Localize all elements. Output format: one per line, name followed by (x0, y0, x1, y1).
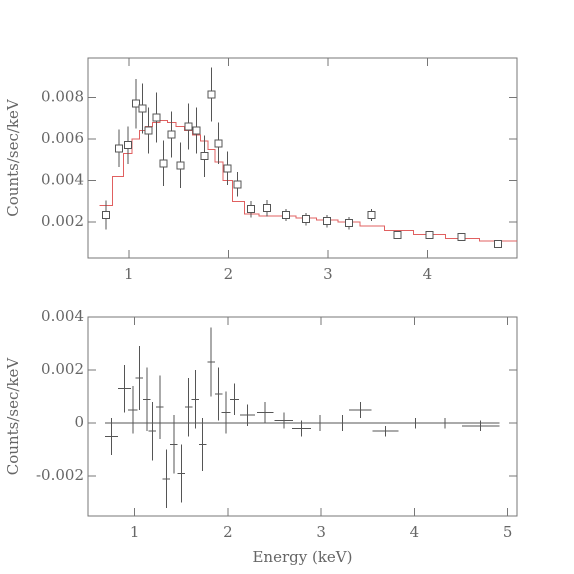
data-point (184, 122, 193, 131)
data-point (123, 141, 132, 150)
data-point (159, 159, 168, 168)
data-point (457, 233, 466, 242)
x-tick-label: 5 (503, 523, 513, 541)
data-point (192, 126, 201, 135)
x-tick-label: 4 (423, 265, 433, 283)
data-point (344, 219, 353, 228)
x-tick-label: 1 (130, 523, 140, 541)
y-tick-label: 0.004 (41, 171, 84, 189)
data-point (393, 230, 402, 239)
data-point (101, 211, 110, 220)
y-tick-label: 0 (74, 413, 84, 431)
data-point (214, 139, 223, 148)
x-tick-label: 1 (124, 265, 134, 283)
data-point (200, 152, 209, 161)
data-point (144, 126, 153, 135)
data-point (114, 144, 123, 153)
data-point (176, 161, 185, 170)
y-tick-label: 0.002 (41, 360, 84, 378)
data-point (301, 215, 310, 224)
x-tick-label: 4 (410, 523, 420, 541)
data-point (247, 205, 256, 214)
y-tick-label: -0.002 (36, 466, 84, 484)
plot-frame (87, 57, 518, 259)
x-tick-label: 2 (223, 523, 233, 541)
y-axis-label: Counts/sec/keV (4, 98, 22, 217)
data-point (494, 240, 503, 249)
data-point (152, 113, 161, 122)
data-point (263, 204, 272, 213)
plot-frame (87, 316, 518, 517)
data-point (223, 164, 232, 173)
data-point (138, 104, 147, 113)
data-point (131, 99, 140, 108)
data-point (167, 130, 176, 139)
data-point (282, 211, 291, 220)
y-tick-label: 0.006 (41, 129, 84, 147)
y-tick-label: 0.002 (41, 212, 84, 230)
x-tick-label: 2 (224, 265, 234, 283)
y-axis-label: Counts/sec/keV (4, 357, 22, 476)
y-tick-label: 0.004 (41, 307, 84, 325)
x-axis-label: Energy (keV) (252, 548, 352, 566)
data-point (207, 90, 216, 99)
data-point (425, 230, 434, 239)
x-tick-label: 3 (323, 265, 333, 283)
x-tick-label: 3 (316, 523, 326, 541)
data-point (322, 217, 331, 226)
data-point (367, 211, 376, 220)
data-point (233, 180, 242, 189)
y-tick-label: 0.008 (41, 87, 84, 105)
